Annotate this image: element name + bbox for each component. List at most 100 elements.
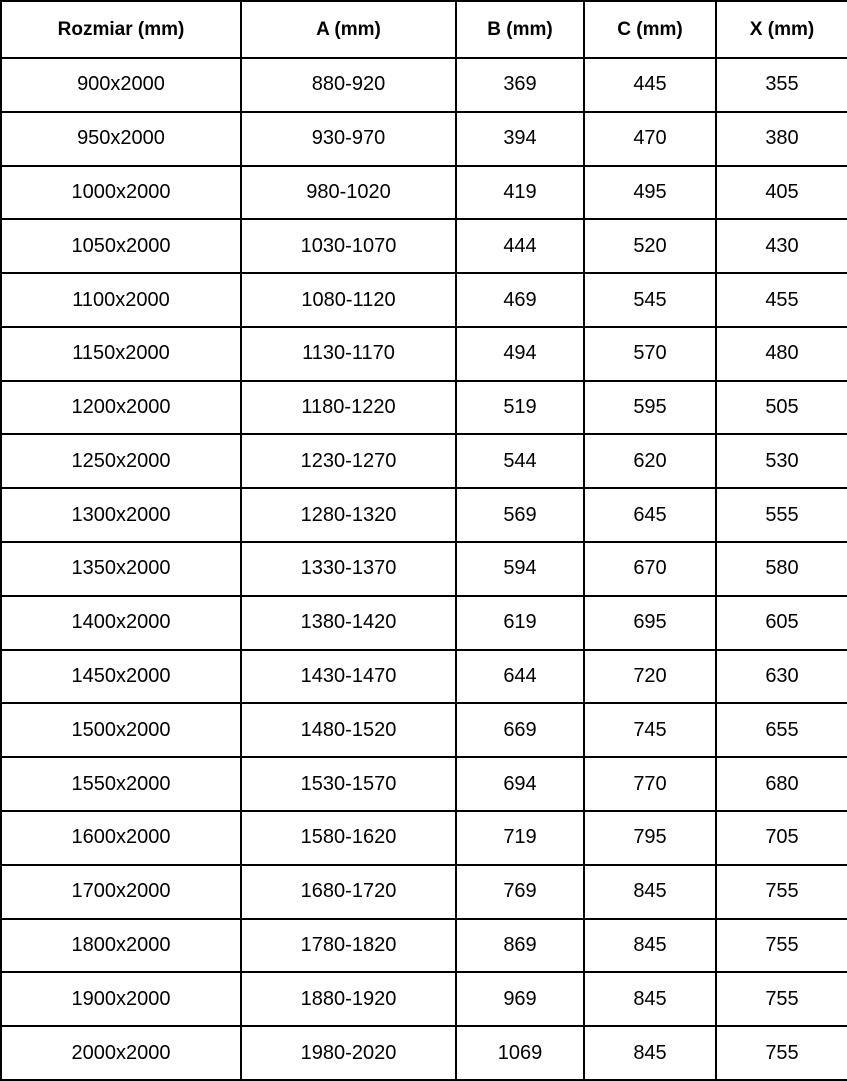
table-row: 1050x2000 1030-1070 444 520 430 (0, 218, 847, 275)
value-cell: 645 (583, 487, 717, 544)
value-cell: 569 (455, 487, 585, 544)
value-cell: 544 (455, 433, 585, 490)
table-row: 2000x2000 1980-2020 1069 845 755 (0, 1025, 847, 1081)
size-cell: 1450x2000 (0, 648, 242, 705)
table-row: 1700x2000 1680-1720 769 845 755 (0, 863, 847, 920)
value-cell: 845 (583, 971, 717, 1028)
value-cell: 495 (583, 164, 717, 221)
size-cell: 2000x2000 (0, 1025, 242, 1081)
value-cell: 595 (583, 379, 717, 436)
value-cell: 1380-1420 (240, 594, 457, 651)
value-cell: 1130-1170 (240, 325, 457, 382)
size-cell: 950x2000 (0, 110, 242, 167)
size-cell: 1100x2000 (0, 272, 242, 328)
value-cell: 845 (583, 863, 717, 920)
value-cell: 980-1020 (240, 164, 457, 221)
value-cell: 630 (715, 648, 847, 705)
value-cell: 719 (455, 809, 585, 866)
value-cell: 695 (583, 594, 717, 651)
table-row: 1000x2000 980-1020 419 495 405 (0, 164, 847, 221)
value-cell: 669 (455, 702, 585, 759)
table-row: 1350x2000 1330-1370 594 670 580 (0, 541, 847, 597)
size-cell: 1800x2000 (0, 917, 242, 974)
value-cell: 969 (455, 971, 585, 1028)
value-cell: 1180-1220 (240, 379, 457, 436)
table-row: 900x2000 880-920 369 445 355 (0, 57, 847, 113)
column-header: Rozmiar (mm) (0, 0, 242, 59)
size-cell: 1150x2000 (0, 325, 242, 382)
value-cell: 620 (583, 433, 717, 490)
value-cell: 1780-1820 (240, 917, 457, 974)
size-cell: 1350x2000 (0, 541, 242, 597)
value-cell: 930-970 (240, 110, 457, 167)
value-cell: 369 (455, 57, 585, 113)
value-cell: 845 (583, 917, 717, 974)
table-row: 1550x2000 1530-1570 694 770 680 (0, 756, 847, 812)
size-cell: 1400x2000 (0, 594, 242, 651)
value-cell: 1980-2020 (240, 1025, 457, 1081)
value-cell: 380 (715, 110, 847, 167)
value-cell: 445 (583, 57, 717, 113)
size-cell: 1550x2000 (0, 756, 242, 812)
value-cell: 880-920 (240, 57, 457, 113)
value-cell: 570 (583, 325, 717, 382)
value-cell: 755 (715, 863, 847, 920)
value-cell: 405 (715, 164, 847, 221)
size-cell: 1900x2000 (0, 971, 242, 1028)
value-cell: 520 (583, 218, 717, 275)
value-cell: 605 (715, 594, 847, 651)
value-cell: 720 (583, 648, 717, 705)
size-cell: 1000x2000 (0, 164, 242, 221)
value-cell: 755 (715, 971, 847, 1028)
table-row: 1400x2000 1380-1420 619 695 605 (0, 594, 847, 651)
table-row: 1300x2000 1280-1320 569 645 555 (0, 487, 847, 544)
value-cell: 1030-1070 (240, 218, 457, 275)
value-cell: 1580-1620 (240, 809, 457, 866)
value-cell: 1530-1570 (240, 756, 457, 812)
table-row: 950x2000 930-970 394 470 380 (0, 110, 847, 167)
table-body: 900x2000 880-920 369 445 355 950x2000 930-970 3… (0, 57, 847, 1081)
value-cell: 1230-1270 (240, 433, 457, 490)
table-row: 1200x2000 1180-1220 519 595 505 (0, 379, 847, 436)
size-cell: 1250x2000 (0, 433, 242, 490)
value-cell: 680 (715, 756, 847, 812)
value-cell: 444 (455, 218, 585, 275)
value-cell: 1880-1920 (240, 971, 457, 1028)
value-cell: 494 (455, 325, 585, 382)
column-header: A (mm) (240, 0, 457, 59)
column-header: C (mm) (583, 0, 717, 59)
value-cell: 1069 (455, 1025, 585, 1081)
value-cell: 619 (455, 594, 585, 651)
value-cell: 469 (455, 272, 585, 328)
value-cell: 644 (455, 648, 585, 705)
value-cell: 745 (583, 702, 717, 759)
table-row: 1500x2000 1480-1520 669 745 655 (0, 702, 847, 759)
header-row: Rozmiar (mm) A (mm) B (mm) C (mm) X (mm) (0, 0, 847, 59)
size-cell: 900x2000 (0, 57, 242, 113)
value-cell: 519 (455, 379, 585, 436)
value-cell: 505 (715, 379, 847, 436)
size-cell: 1300x2000 (0, 487, 242, 544)
size-cell: 1200x2000 (0, 379, 242, 436)
value-cell: 769 (455, 863, 585, 920)
value-cell: 430 (715, 218, 847, 275)
value-cell: 555 (715, 487, 847, 544)
value-cell: 705 (715, 809, 847, 866)
value-cell: 795 (583, 809, 717, 866)
table-row: 1250x2000 1230-1270 544 620 530 (0, 433, 847, 490)
value-cell: 545 (583, 272, 717, 328)
value-cell: 455 (715, 272, 847, 328)
value-cell: 755 (715, 917, 847, 974)
table-row: 1800x2000 1780-1820 869 845 755 (0, 917, 847, 974)
value-cell: 755 (715, 1025, 847, 1081)
value-cell: 845 (583, 1025, 717, 1081)
value-cell: 1280-1320 (240, 487, 457, 544)
value-cell: 1080-1120 (240, 272, 457, 328)
table-row: 1900x2000 1880-1920 969 845 755 (0, 971, 847, 1028)
value-cell: 394 (455, 110, 585, 167)
value-cell: 770 (583, 756, 717, 812)
value-cell: 355 (715, 57, 847, 113)
value-cell: 869 (455, 917, 585, 974)
value-cell: 530 (715, 433, 847, 490)
